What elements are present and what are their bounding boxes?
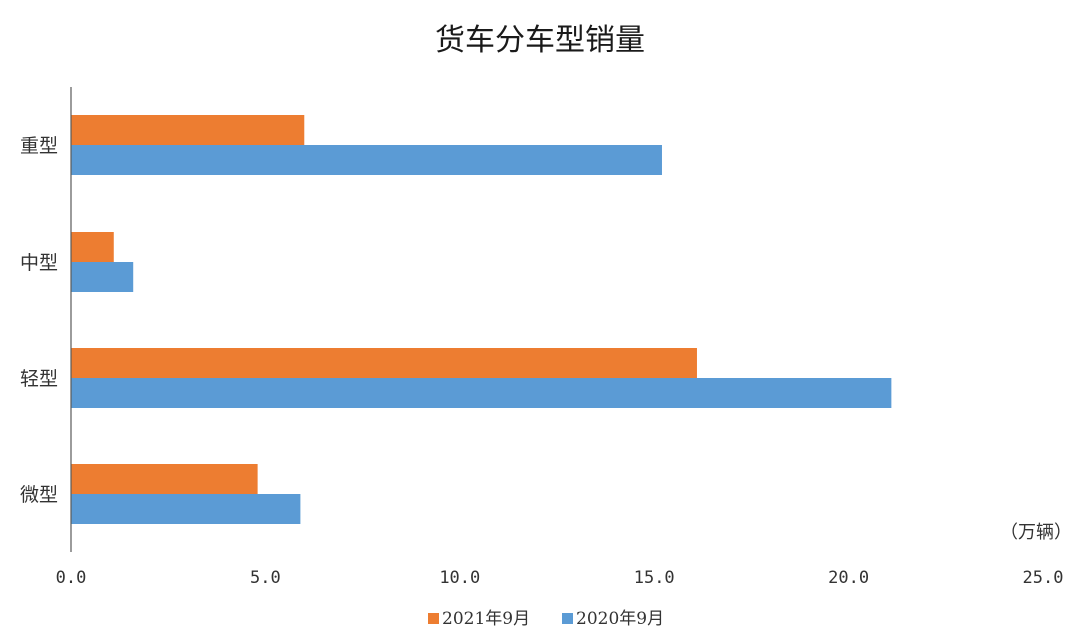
legend-label: 2020年9月	[576, 609, 664, 629]
legend: 2021年9月 2020年9月	[428, 609, 664, 629]
category-label: 轻型	[20, 368, 58, 390]
legend-swatch-2021年9月	[428, 613, 439, 624]
legend-label: 2021年9月	[442, 609, 530, 629]
legend-swatch-2020年9月	[562, 613, 573, 624]
category-label: 微型	[20, 484, 58, 506]
category-label: 中型	[20, 252, 58, 274]
x-axis-ticks: 0.0 5.0 10.0 15.0 20.0 25.0	[56, 568, 1064, 588]
x-tick-label: 5.0	[250, 568, 281, 588]
bars-group	[71, 115, 892, 524]
chart-title: 货车分车型销量	[435, 23, 645, 58]
x-tick-label: 10.0	[439, 568, 480, 588]
bar-中型-2020年9月	[71, 262, 134, 292]
bar-中型-2021年9月	[71, 232, 114, 262]
category-label: 重型	[20, 135, 58, 157]
unit-label: （万辆）	[1000, 522, 1072, 543]
bar-轻型-2021年9月	[71, 348, 697, 378]
x-tick-label: 0.0	[56, 568, 87, 588]
x-tick-label: 25.0	[1023, 568, 1064, 588]
bar-轻型-2020年9月	[71, 378, 892, 408]
bar-微型-2020年9月	[71, 494, 301, 524]
bar-重型-2021年9月	[71, 115, 305, 145]
bar-重型-2020年9月	[71, 145, 662, 175]
bar-微型-2021年9月	[71, 464, 258, 494]
x-tick-label: 20.0	[828, 568, 869, 588]
x-tick-label: 15.0	[634, 568, 675, 588]
